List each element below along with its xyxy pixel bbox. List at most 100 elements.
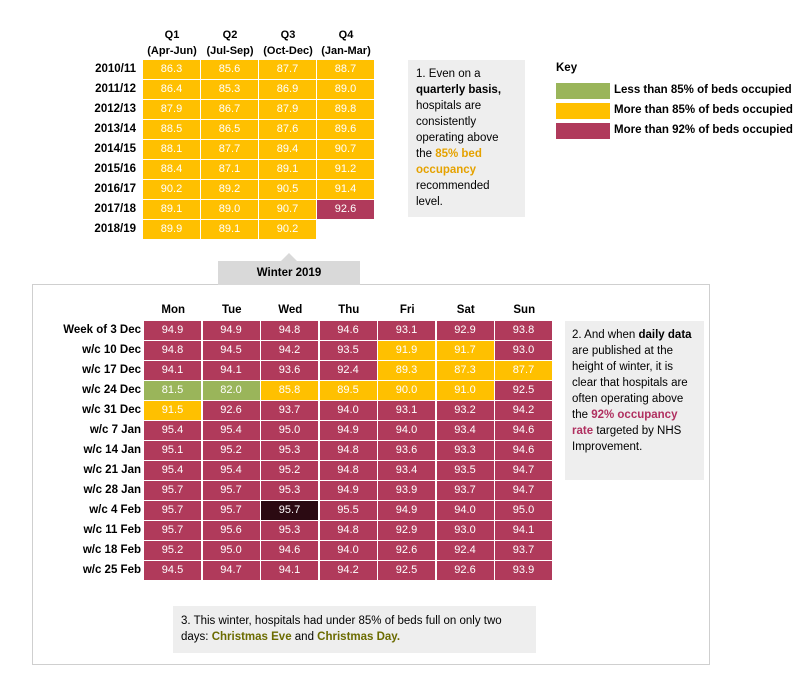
day-cell: 95.7 [144, 501, 201, 520]
quarter-cell: 90.2 [143, 180, 200, 199]
note2-highlight: 92% occupancy rate [572, 409, 678, 437]
day-cell: 93.0 [495, 341, 552, 360]
day-cell: 93.4 [378, 461, 435, 480]
quarter-header: Q1 [164, 29, 180, 41]
daily-table: Mon Tue Wed Thu Fri Sat Sun Week of 3 Dec 94.9 94… [63, 304, 552, 580]
quarter-cell: 87.7 [201, 140, 258, 159]
key-label-yellow: More than 85% of beds occupied [614, 104, 793, 116]
day-header: Sun [513, 304, 536, 316]
day-cell: 95.7 [261, 501, 318, 520]
quarter-range: (Oct-Dec) [263, 45, 313, 57]
week-label: w/c 11 Feb [83, 524, 141, 536]
quarter-cell: 85.6 [201, 60, 258, 79]
note1-text-2: hospitals are consistently operating abo… [416, 100, 499, 160]
day-cell: 94.5 [144, 561, 201, 580]
quarter-cell: 89.2 [201, 180, 258, 199]
key-label-red: More than 92% of beds occupied [614, 124, 793, 136]
day-cell: 94.9 [144, 321, 201, 340]
day-header: Sat [456, 304, 475, 316]
day-cell: 87.3 [436, 361, 494, 380]
year-label: 2012/13 [94, 103, 136, 115]
quarter-cell: 92.6 [317, 200, 374, 219]
year-label: 2014/15 [94, 143, 136, 155]
year-label: 2018/19 [94, 223, 136, 235]
week-label: w/c 25 Feb [82, 564, 141, 576]
week-label: Week of 3 Dec [63, 324, 141, 336]
quarter-cell: 89.9 [143, 220, 200, 239]
day-cell: 89.3 [378, 361, 435, 380]
note1-bold: quarterly basis, [416, 84, 502, 96]
quarter-cell: 90.7 [259, 200, 316, 219]
day-cell: 94.8 [319, 461, 377, 480]
day-cell: 91.0 [436, 381, 494, 400]
day-cell: 92.4 [319, 361, 377, 380]
quarter-cell: 90.5 [259, 180, 316, 199]
day-cell: 93.1 [378, 321, 435, 340]
day-cell: 95.7 [202, 481, 260, 500]
day-cell: 94.0 [319, 401, 377, 420]
quarter-cell: 89.8 [317, 100, 374, 119]
day-cell: 92.6 [202, 401, 260, 420]
day-cell: 95.0 [202, 541, 260, 560]
day-cell: 89.5 [319, 381, 377, 400]
day-cell: 92.5 [495, 381, 552, 400]
day-cell: 92.6 [436, 561, 494, 580]
quarter-cell: 88.7 [317, 60, 374, 79]
quarter-cell: 90.7 [317, 140, 374, 159]
day-cell: 94.8 [261, 321, 318, 340]
day-cell: 93.5 [436, 461, 494, 480]
week-label: w/c 28 Jan [83, 484, 141, 496]
day-cell: 87.7 [495, 361, 552, 380]
day-cell: 93.9 [378, 481, 435, 500]
day-cell: 94.1 [495, 521, 552, 540]
day-cell: 93.9 [495, 561, 552, 580]
day-cell: 95.4 [144, 461, 201, 480]
quarter-cell: 86.3 [143, 60, 200, 79]
week-label: w/c 31 Dec [82, 404, 141, 416]
day-cell: 95.3 [261, 481, 318, 500]
day-cell: 94.8 [319, 441, 377, 460]
key-swatch-yellow [556, 103, 610, 119]
day-cell: 95.0 [495, 501, 552, 520]
key-swatch-green [556, 83, 610, 99]
day-header: Wed [278, 304, 303, 316]
note1-highlight: 85% bed occupancy [416, 148, 482, 176]
day-cell: 95.2 [144, 541, 201, 560]
winter-tab-label: Winter 2019 [256, 267, 322, 279]
day-cell: 94.7 [202, 561, 260, 580]
day-cell: 95.0 [261, 421, 318, 440]
quarter-cell: 86.7 [201, 100, 258, 119]
quarter-cell: 88.1 [143, 140, 200, 159]
year-label: 2011/12 [95, 83, 136, 95]
day-cell: 95.6 [202, 521, 260, 540]
day-cell: 94.6 [261, 541, 318, 560]
day-cell: 91.9 [378, 341, 435, 360]
winter-panel-border [32, 284, 710, 665]
note2-text-2: are published at the height of winter, i… [572, 345, 688, 421]
day-cell: 91.7 [436, 341, 494, 360]
key-swatch-red [556, 123, 610, 139]
day-header: Tue [221, 304, 242, 316]
day-header: Mon [161, 304, 186, 316]
day-cell: 93.7 [436, 481, 494, 500]
week-label: w/c 14 Jan [83, 444, 141, 456]
day-cell: 94.2 [495, 401, 552, 420]
note2-bold: daily data [638, 329, 692, 341]
day-cell: 94.9 [319, 421, 377, 440]
quarter-cell: 87.6 [259, 120, 316, 139]
note-quarterly: 1. Even on a quarterly basis, hospitals … [408, 60, 525, 217]
day-cell: 94.9 [378, 501, 435, 520]
quarter-range: (Apr-Jun) [147, 45, 197, 57]
day-cell: 94.9 [202, 321, 260, 340]
day-cell: 93.7 [261, 401, 318, 420]
day-cell: 93.5 [319, 341, 377, 360]
day-cell: 94.6 [495, 421, 552, 440]
day-cell: 93.1 [378, 401, 435, 420]
day-cell: 95.1 [144, 441, 201, 460]
quarter-cell: 87.9 [143, 100, 200, 119]
week-label: w/c 4 Feb [89, 504, 141, 516]
quarter-cell: 86.9 [259, 80, 316, 99]
day-cell: 92.9 [378, 521, 435, 540]
quarter-cell: 89.4 [259, 140, 316, 159]
quarter-cell: 86.5 [201, 120, 258, 139]
